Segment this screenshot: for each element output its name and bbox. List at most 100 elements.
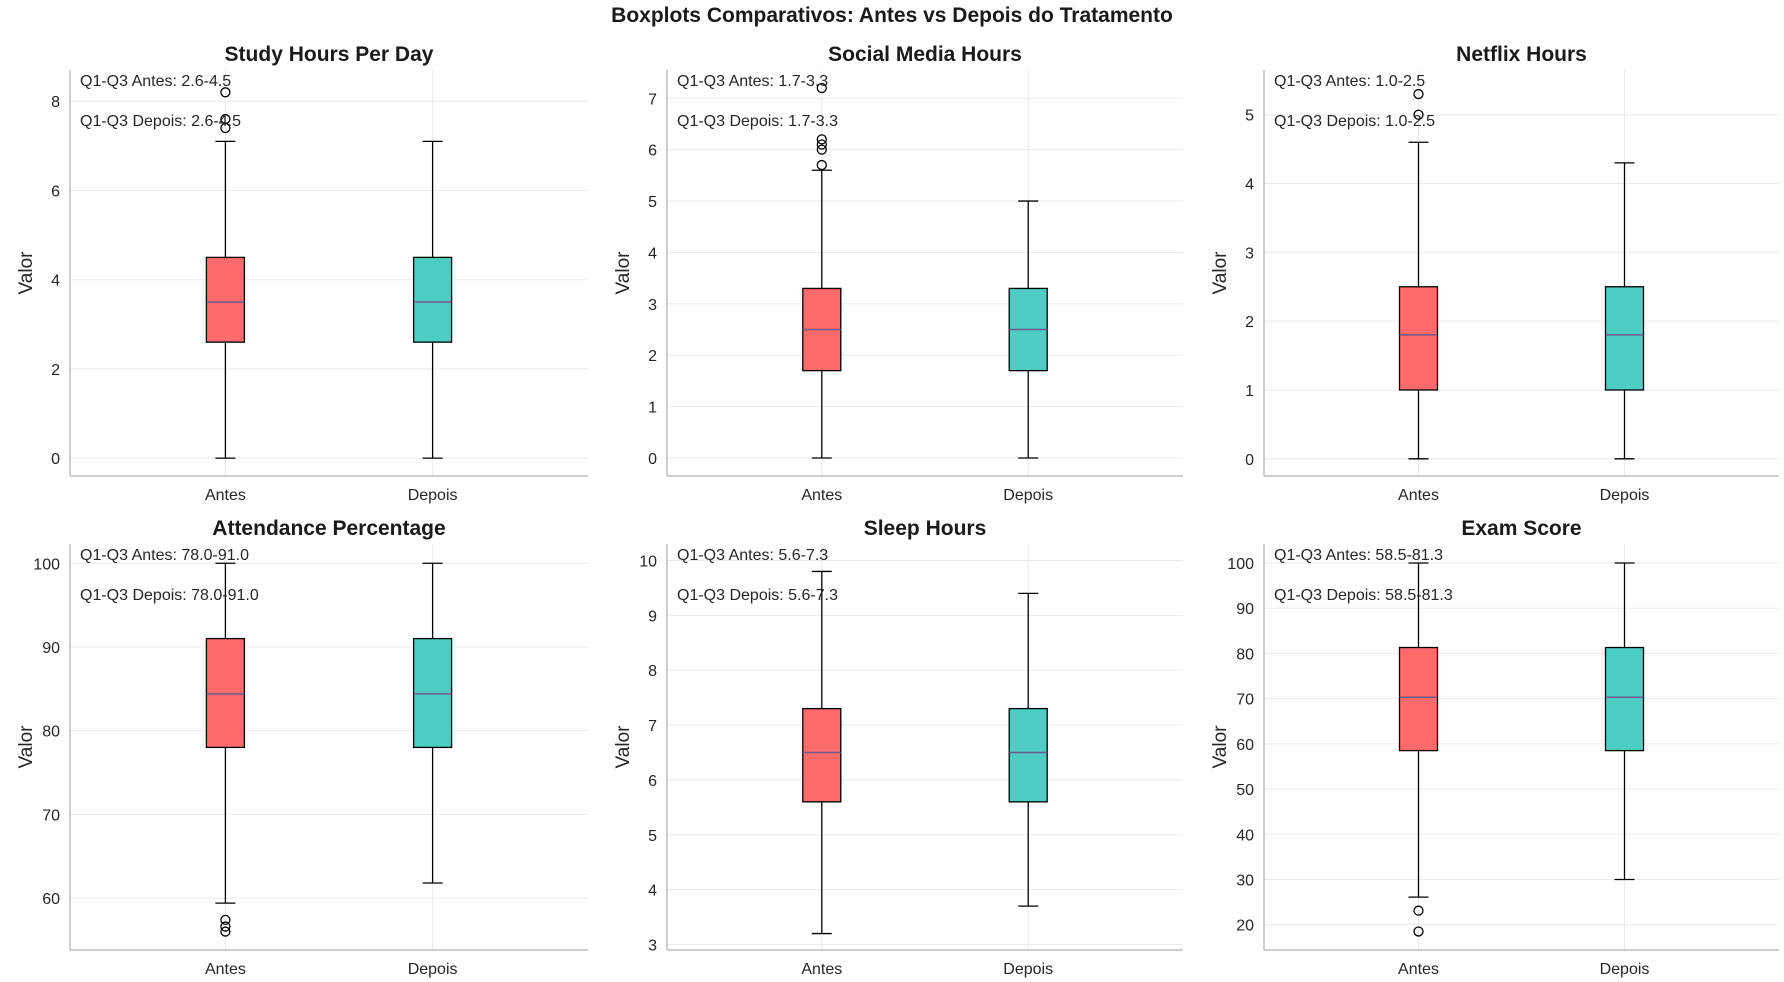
subplot-title: Exam Score	[1461, 517, 1581, 540]
y-tick-label: 50	[1236, 782, 1254, 799]
outlier-point	[220, 113, 231, 125]
box-antes	[205, 562, 246, 937]
y-tick-label: 3	[1245, 245, 1254, 262]
outlier-point	[816, 139, 827, 150]
y-tick-label: 6	[648, 143, 657, 160]
box-antes	[205, 87, 246, 459]
subplot-6: 20 30 40 50 60 70 80 90 100 Antes Depois Valor Exam …	[1210, 517, 1779, 978]
x-tick-label: Depois	[408, 487, 458, 504]
x-tick-label: Antes	[205, 487, 246, 504]
q1-q3-annotation: Q1-Q3 Depois: 78.0-91.0	[80, 587, 259, 604]
outlier-point	[220, 914, 231, 926]
figure-title: Boxplots Comparativos: Antes vs Depois d…	[611, 4, 1173, 27]
q1-q3-annotation: Q1-Q3 Antes: 5.6-7.3	[677, 547, 828, 564]
subplot-title: Netflix Hours	[1456, 43, 1587, 66]
outlier-point	[1413, 109, 1424, 120]
q1-q3-annotation: Q1-Q3 Antes: 1.0-2.5	[1274, 73, 1425, 90]
y-tick-label: 4	[648, 245, 657, 262]
box-depois	[1008, 200, 1048, 459]
y-axis-label: Valor	[16, 251, 37, 295]
box-depois	[1008, 592, 1048, 907]
y-tick-label: 80	[42, 724, 60, 741]
x-tick-label: Depois	[1600, 961, 1650, 978]
subplot-5: 3 4 5 6 7 8 9 10 Antes Depois Valor Sleep Hours Q1-Q…	[613, 517, 1183, 978]
y-tick-label: 70	[42, 807, 60, 824]
y-tick-label: 20	[1236, 918, 1254, 935]
y-tick-label: 9	[648, 608, 657, 625]
y-tick-label: 6	[648, 773, 657, 790]
y-tick-label: 4	[1245, 177, 1254, 194]
subplot-1: 0 2 4 6 8 Antes Depois Valor Study Hours Per Day…	[16, 43, 588, 504]
y-axis-label: Valor	[613, 251, 634, 295]
box-depois	[1604, 162, 1645, 460]
x-tick-label: Antes	[801, 487, 842, 504]
y-tick-label: 1	[648, 400, 657, 417]
outlier-point	[220, 926, 231, 937]
y-tick-label: 70	[1236, 692, 1254, 709]
outlier-point	[816, 159, 827, 171]
subplot-3: 0 1 2 3 4 5 Antes Depois Valor Netflix Hours Q1-Q3…	[1210, 43, 1779, 504]
q1-q3-annotation: Q1-Q3 Antes: 2.6-4.5	[80, 73, 231, 90]
y-tick-label: 90	[42, 640, 60, 657]
box-antes	[802, 570, 842, 935]
q1-q3-annotation: Q1-Q3 Depois: 58.5-81.3	[1274, 587, 1453, 604]
box-iqr	[1398, 646, 1439, 752]
outlier-point	[1413, 88, 1424, 100]
box-depois	[412, 562, 453, 884]
box-iqr	[1604, 646, 1645, 752]
y-tick-label: 5	[648, 828, 657, 845]
y-tick-label: 3	[648, 297, 657, 314]
box-iqr	[1008, 707, 1048, 803]
y-tick-label: 8	[648, 663, 657, 680]
subplot-title: Sleep Hours	[864, 517, 987, 540]
subplot-title: Social Media Hours	[828, 43, 1022, 66]
y-tick-label: 60	[1236, 737, 1254, 754]
subplot-2: 0 1 2 3 4 5 6 7 Antes Depois Valor Social Media Hou…	[613, 43, 1183, 504]
box-iqr	[205, 637, 246, 749]
q1-q3-annotation: Q1-Q3 Depois: 5.6-7.3	[677, 587, 838, 604]
x-tick-label: Antes	[1398, 487, 1439, 504]
y-tick-label: 30	[1236, 872, 1254, 889]
y-tick-label: 80	[1236, 646, 1254, 663]
outlier-point	[220, 87, 231, 98]
y-tick-label: 4	[51, 273, 60, 290]
y-tick-label: 90	[1236, 601, 1254, 618]
q1-q3-annotation: Q1-Q3 Depois: 1.7-3.3	[677, 113, 838, 130]
box-antes	[1398, 88, 1439, 460]
y-tick-label: 0	[51, 451, 60, 468]
y-axis-label: Valor	[1210, 251, 1231, 295]
subplot-title: Study Hours Per Day	[225, 43, 434, 66]
y-tick-label: 60	[42, 891, 60, 908]
outlier-point	[816, 144, 827, 155]
box-iqr	[205, 256, 246, 343]
y-tick-label: 5	[1245, 108, 1254, 125]
subplot-title: Attendance Percentage	[212, 517, 445, 540]
y-tick-label: 40	[1236, 827, 1254, 844]
box-iqr	[412, 637, 453, 749]
y-tick-label: 5	[648, 194, 657, 211]
box-antes	[802, 82, 842, 459]
y-tick-label: 2	[51, 362, 60, 379]
y-tick-label: 0	[1245, 452, 1254, 469]
box-iqr	[1398, 286, 1439, 391]
q1-q3-annotation: Q1-Q3 Depois: 2.6-4.5	[80, 113, 241, 130]
box-iqr	[802, 707, 842, 803]
outlier-point	[816, 82, 827, 94]
y-tick-label: 7	[648, 718, 657, 735]
box-antes	[1398, 562, 1439, 937]
q1-q3-annotation: Q1-Q3 Antes: 1.7-3.3	[677, 73, 828, 90]
y-axis-label: Valor	[16, 725, 37, 769]
y-tick-label: 2	[1245, 314, 1254, 331]
outlier-point	[220, 921, 231, 932]
x-tick-label: Depois	[1003, 487, 1053, 504]
outlier-point	[1413, 905, 1424, 916]
y-tick-label: 7	[648, 91, 657, 108]
y-tick-label: 1	[1245, 383, 1254, 400]
box-iqr	[412, 256, 453, 343]
q1-q3-annotation: Q1-Q3 Antes: 58.5-81.3	[1274, 547, 1443, 564]
y-tick-label: 100	[1227, 556, 1254, 573]
x-tick-label: Antes	[1398, 961, 1439, 978]
outlier-point	[1413, 926, 1424, 937]
